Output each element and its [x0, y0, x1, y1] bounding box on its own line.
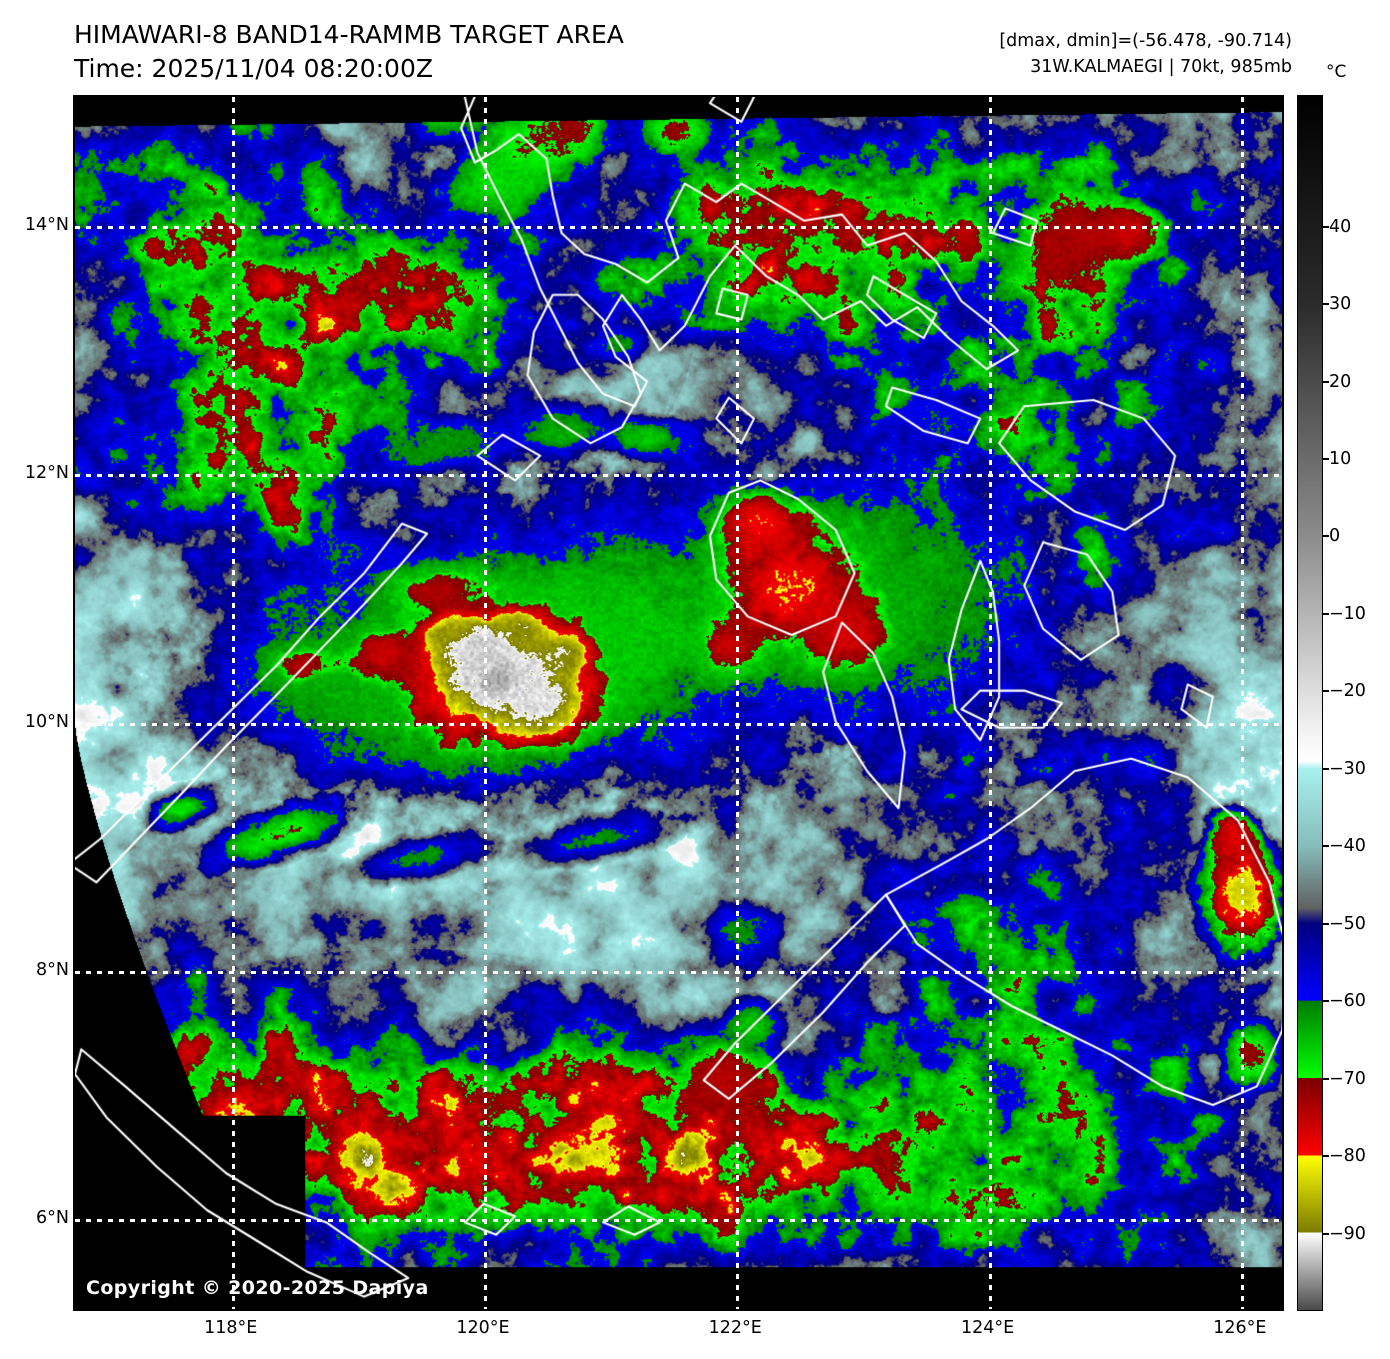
colorbar-unit-label: °C [1326, 62, 1347, 82]
storm-info-label: 31W.KALMAEGI | 70kt, 985mb [1030, 57, 1292, 77]
y-axis-tick-3: 8°N [36, 959, 69, 980]
colorbar-tick-0: 40 [1329, 216, 1352, 237]
colorbar-tick-mark-9 [1323, 922, 1329, 925]
satellite-image-canvas [75, 97, 1282, 1309]
satellite-map[interactable] [73, 95, 1284, 1311]
colorbar-tick-3: 10 [1329, 449, 1352, 470]
colorbar-tick-mark-8 [1323, 845, 1329, 848]
colorbar-tick-11: −70 [1329, 1068, 1366, 1089]
y-axis-tick-2: 10°N [24, 711, 69, 732]
colorbar-tick-mark-7 [1323, 767, 1329, 770]
header-meta-block: [dmax, dmin]=(-56.478, -90.714) 31W.KALM… [999, 28, 1292, 80]
colorbar-tick-6: −20 [1329, 681, 1366, 702]
colorbar-tick-5: −10 [1329, 603, 1366, 624]
x-axis-tick-3: 124°E [960, 1318, 1015, 1338]
colorbar-tick-mark-2 [1323, 380, 1329, 383]
colorbar-tick-9: −50 [1329, 913, 1366, 934]
colorbar-gradient [1298, 96, 1322, 1310]
colorbar [1297, 95, 1323, 1311]
timestamp-label: Time: 2025/11/04 08:20:00Z [74, 54, 433, 83]
colorbar-tick-mark-12 [1323, 1155, 1329, 1158]
copyright-label: Copyright © 2020-2025 Dapiya [86, 1277, 429, 1299]
colorbar-tick-8: −40 [1329, 836, 1366, 857]
y-axis-tick-1: 12°N [24, 463, 69, 484]
x-axis-tick-4: 126°E [1213, 1318, 1267, 1338]
colorbar-tick-mark-0 [1323, 225, 1329, 228]
dminmax-label: [dmax, dmin]=(-56.478, -90.714) [999, 31, 1292, 51]
colorbar-tick-mark-6 [1323, 690, 1329, 693]
header-title-block: HIMAWARI-8 BAND14-RAMMB TARGET AREA Time… [74, 18, 624, 86]
colorbar-tick-mark-3 [1323, 458, 1329, 461]
x-axis-tick-2: 122°E [708, 1318, 762, 1338]
colorbar-tick-13: −90 [1329, 1223, 1366, 1244]
colorbar-tick-12: −80 [1329, 1146, 1366, 1167]
colorbar-tick-mark-1 [1323, 303, 1329, 306]
colorbar-tick-mark-5 [1323, 612, 1329, 615]
colorbar-tick-7: −30 [1329, 758, 1366, 779]
y-axis-tick-4: 6°N [36, 1207, 69, 1228]
y-axis-tick-0: 14°N [24, 215, 69, 236]
colorbar-tick-4: 0 [1329, 526, 1341, 547]
page-title: HIMAWARI-8 BAND14-RAMMB TARGET AREA [74, 20, 624, 49]
colorbar-tick-mark-4 [1323, 535, 1329, 538]
colorbar-tick-mark-13 [1323, 1232, 1329, 1235]
colorbar-tick-mark-11 [1323, 1077, 1329, 1080]
x-axis-tick-0: 118°E [204, 1318, 258, 1338]
colorbar-tick-10: −60 [1329, 991, 1366, 1012]
colorbar-tick-1: 30 [1329, 294, 1352, 315]
x-axis-tick-1: 120°E [456, 1318, 510, 1338]
colorbar-tick-2: 20 [1329, 371, 1352, 392]
colorbar-tick-mark-10 [1323, 1000, 1329, 1003]
